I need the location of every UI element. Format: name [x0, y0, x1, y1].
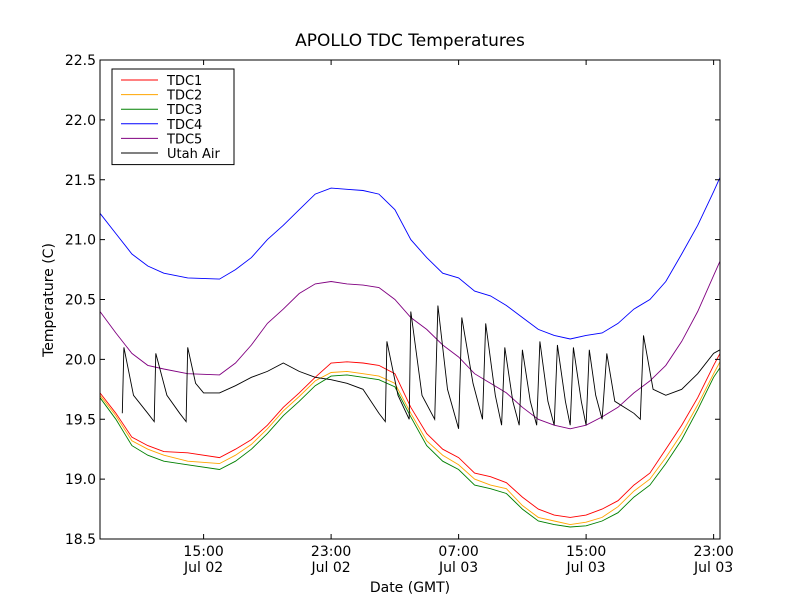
y-tick-label: 19.5: [65, 412, 96, 428]
legend-label-tdc3: TDC3: [166, 103, 202, 118]
series-line-utah-air: [121, 305, 721, 429]
x-tick-label-time: 23:00: [693, 544, 733, 560]
legend-label-tdc4: TDC4: [166, 118, 202, 133]
series-line-tdc2: [99, 361, 721, 526]
x-tick-label-time: 07:00: [438, 544, 478, 560]
plot-layer: [99, 177, 721, 528]
y-tick-label: 20.5: [65, 293, 96, 309]
series-line-tdc1: [99, 353, 721, 518]
x-tick-label-time: 23:00: [311, 544, 351, 560]
series-line-tdc3: [99, 367, 721, 528]
legend-label-tdc1: TDC1: [166, 74, 202, 89]
legend-box: [111, 68, 235, 166]
y-tick-label: 18.5: [65, 532, 96, 548]
y-tick-label: 21.5: [65, 173, 96, 189]
y-tick-label: 22.5: [65, 53, 96, 69]
x-tick-label-date: Jul 03: [438, 560, 478, 576]
chart-title: APOLLO TDC Temperatures: [295, 31, 525, 51]
series-line-tdc5: [99, 261, 721, 430]
y-tick-label: 22.0: [65, 113, 96, 129]
x-tick-label-date: Jul 03: [566, 560, 606, 576]
x-tick-label-date: Jul 02: [183, 560, 223, 576]
x-axis-label: Date (GMT): [370, 580, 450, 596]
y-tick-label: 21.0: [65, 233, 96, 249]
y-tick-label: 20.0: [65, 352, 96, 368]
y-tick-label: 19.0: [65, 472, 96, 488]
x-tick-label-date: Jul 02: [311, 560, 351, 576]
legend-label-tdc2: TDC2: [166, 89, 202, 104]
x-tick-label-time: 15:00: [566, 544, 606, 560]
x-tick-label-time: 15:00: [183, 544, 223, 560]
legend-label-utah-air: Utah Air: [167, 147, 220, 162]
legend-label-tdc5: TDC5: [166, 132, 202, 147]
y-axis-label: Temperature (C): [41, 243, 57, 358]
y-axis: 18.5 19.0 19.5 20.0 20.5 21.0 21.5 22.0 22.5: [65, 53, 720, 548]
series-line-tdc4: [99, 177, 721, 340]
x-tick-label-date: Jul 03: [693, 560, 733, 576]
